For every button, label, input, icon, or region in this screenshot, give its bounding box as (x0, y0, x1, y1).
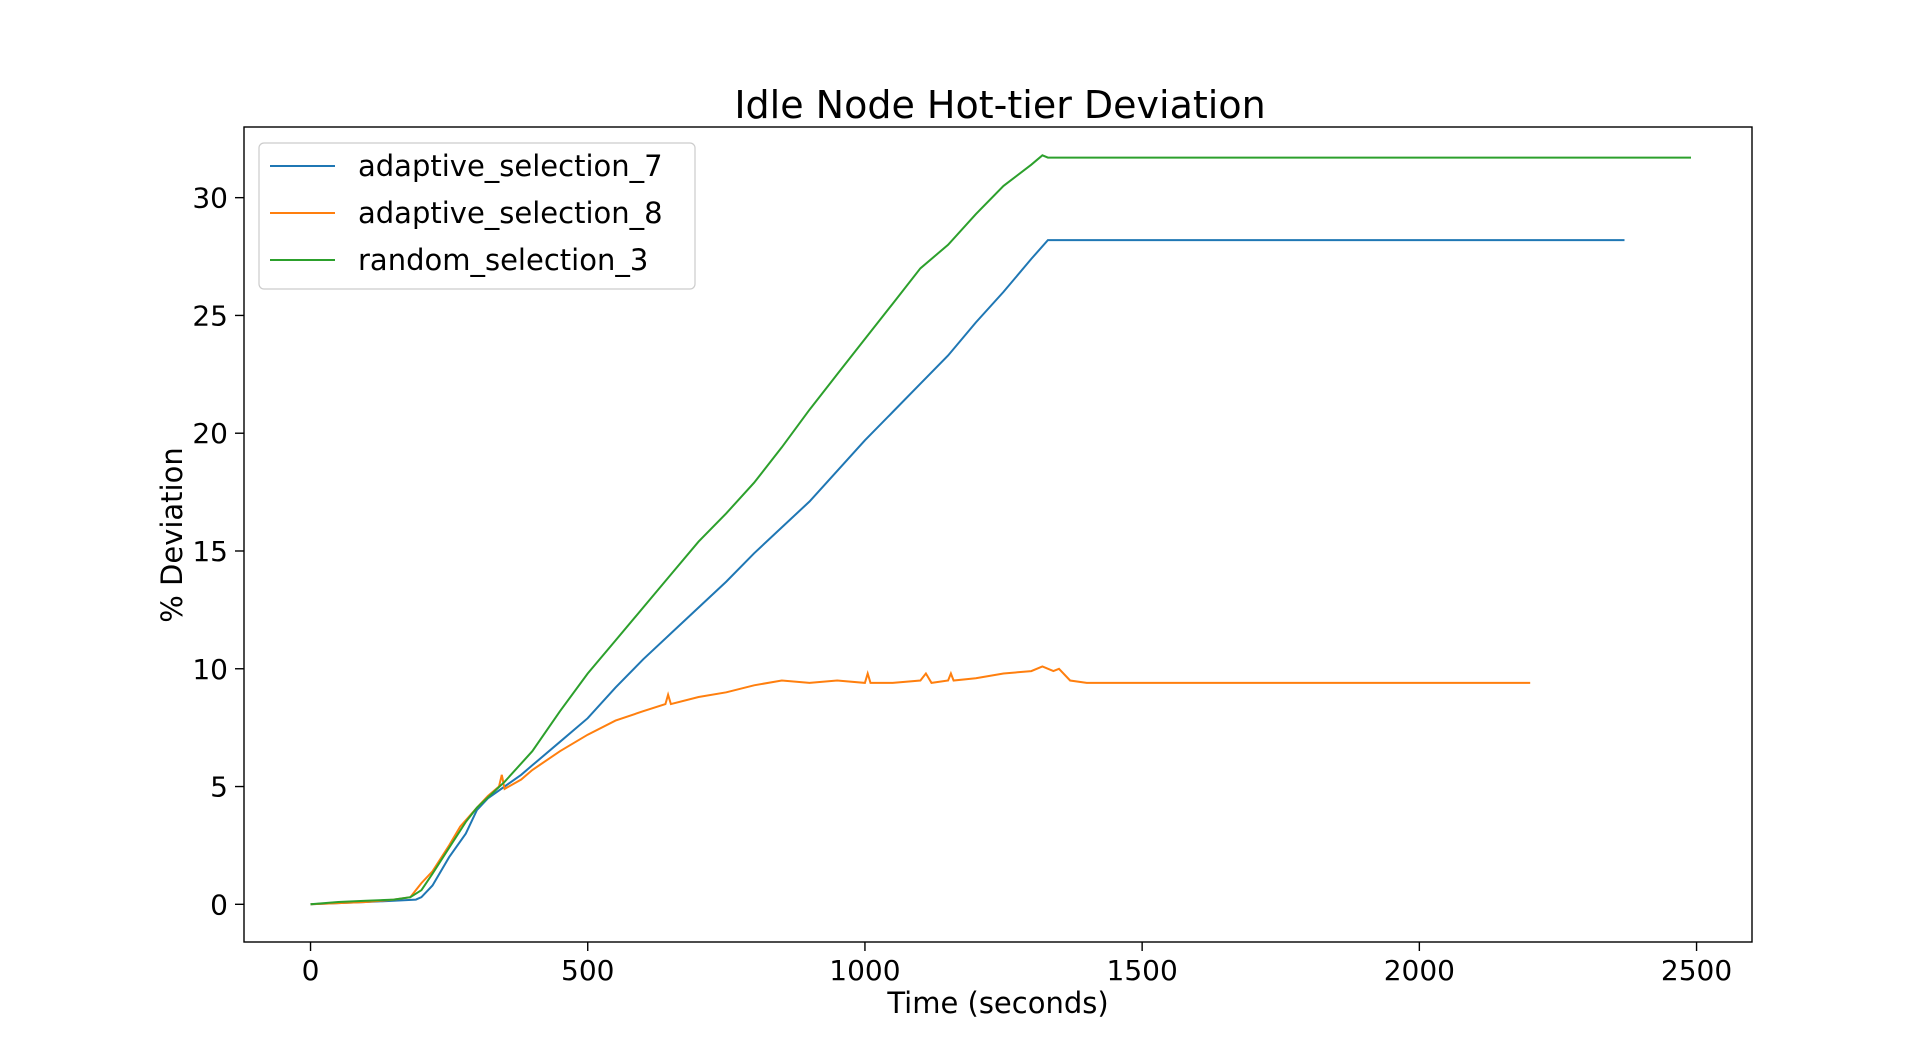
x-tick-label: 2500 (1661, 954, 1732, 987)
legend-box (258, 142, 696, 290)
series-group (310, 154, 1691, 906)
y-tick-label: 0 (210, 888, 228, 921)
y-tick-label: 30 (192, 182, 228, 215)
legend: adaptive_selection_7 adaptive_selection_8… (258, 142, 696, 290)
x-tick-label: 1500 (1107, 954, 1178, 987)
plot-area-frame (243, 126, 1753, 943)
legend-label-3: random_selection_3 (358, 243, 648, 277)
x-tick-label: 2000 (1384, 954, 1455, 987)
x-tick-label: 1000 (829, 954, 900, 987)
legend-label-2: adaptive_selection_8 (358, 196, 663, 230)
y-axis: 0 5 10 15 20 25 30 (192, 182, 244, 921)
y-axis-label: % Deviation (155, 447, 189, 623)
x-tick-label: 0 (302, 954, 320, 987)
series-line-3 (310, 154, 1691, 906)
chart-title: Idle Node Hot-tier Deviation (734, 83, 1265, 127)
y-tick-label: 15 (192, 535, 228, 568)
y-tick-label: 10 (192, 653, 228, 686)
y-tick-label: 20 (192, 417, 228, 450)
x-axis: 0 500 1000 1500 2000 2500 (302, 942, 1732, 987)
x-tick-label: 500 (561, 954, 614, 987)
legend-label-1: adaptive_selection_7 (358, 149, 663, 183)
series-line-1 (310, 239, 1625, 906)
series-line-2 (310, 665, 1531, 906)
y-tick-label: 5 (210, 771, 228, 804)
y-tick-label: 25 (192, 299, 228, 332)
x-axis-label: Time (seconds) (886, 986, 1108, 1020)
